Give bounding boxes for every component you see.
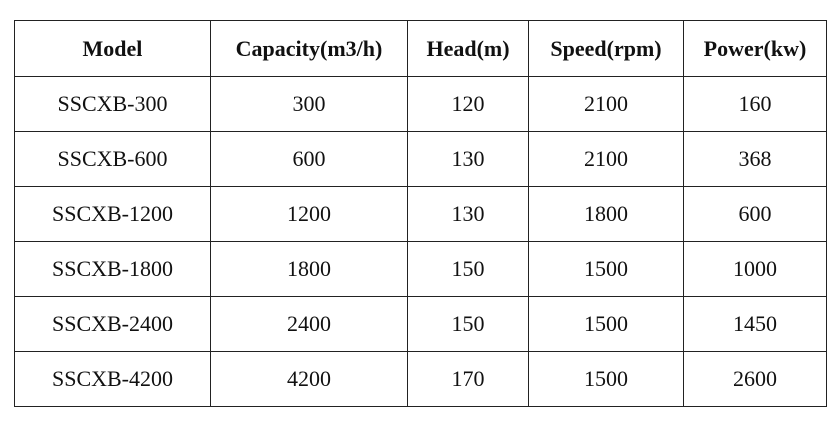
header-cell: Speed(rpm)	[528, 20, 684, 77]
table-body: SSCXB-300 300 120 2100 160 SSCXB-600 600 130 210…	[14, 76, 827, 407]
table-cell: 1450	[683, 296, 827, 352]
table-cell: 1000	[683, 241, 827, 297]
table-cell: 600	[210, 131, 408, 187]
table-cell: 130	[407, 186, 529, 242]
header-cell: Head(m)	[407, 20, 529, 77]
table-cell: 2100	[528, 76, 684, 132]
page: Model Capacity(m3/h) Head(m) Speed(rpm) Powe…	[14, 20, 827, 407]
table-cell: 120	[407, 76, 529, 132]
table-cell: 170	[407, 351, 529, 407]
header-cell: Power(kw)	[683, 20, 827, 77]
table-cell: 160	[683, 76, 827, 132]
table-cell: 1500	[528, 351, 684, 407]
table-cell: SSCXB-1800	[14, 241, 211, 297]
table-cell: 2100	[528, 131, 684, 187]
table-cell: 2600	[683, 351, 827, 407]
table-cell: SSCXB-600	[14, 131, 211, 187]
table-cell: 2400	[210, 296, 408, 352]
table-cell: 368	[683, 131, 827, 187]
table-cell: 300	[210, 76, 408, 132]
table-row: SSCXB-1200 1200 130 1800 600	[14, 186, 827, 242]
spec-table: Model Capacity(m3/h) Head(m) Speed(rpm) Powe…	[14, 20, 827, 407]
table-cell: 130	[407, 131, 529, 187]
table-cell: 1800	[210, 241, 408, 297]
header-cell: Model	[14, 20, 211, 77]
table-cell: 1200	[210, 186, 408, 242]
table-row: SSCXB-2400 2400 150 1500 1450	[14, 296, 827, 352]
table-cell: 600	[683, 186, 827, 242]
table-cell: SSCXB-4200	[14, 351, 211, 407]
table-row: SSCXB-600 600 130 2100 368	[14, 131, 827, 187]
header-cell: Capacity(m3/h)	[210, 20, 408, 77]
table-cell: 1500	[528, 296, 684, 352]
table-row: SSCXB-1800 1800 150 1500 1000	[14, 241, 827, 297]
table-cell: SSCXB-1200	[14, 186, 211, 242]
table-cell: SSCXB-2400	[14, 296, 211, 352]
header-row: Model Capacity(m3/h) Head(m) Speed(rpm) Powe…	[14, 20, 827, 77]
table-cell: 1500	[528, 241, 684, 297]
table-cell: 1800	[528, 186, 684, 242]
table-row: SSCXB-300 300 120 2100 160	[14, 76, 827, 132]
table-cell: 150	[407, 241, 529, 297]
table-cell: 4200	[210, 351, 408, 407]
table-row: SSCXB-4200 4200 170 1500 2600	[14, 351, 827, 407]
table-cell: 150	[407, 296, 529, 352]
table-cell: SSCXB-300	[14, 76, 211, 132]
